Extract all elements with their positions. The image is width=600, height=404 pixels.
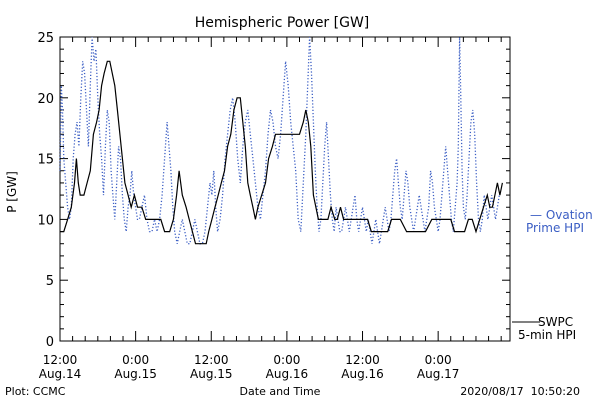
- x-tick-label-date: Aug.15: [190, 367, 233, 381]
- plot-frame: [59, 36, 511, 342]
- series-ovation-line: [59, 36, 500, 245]
- y-axis-label: P [GW]: [5, 171, 19, 213]
- series-layer: [59, 36, 503, 245]
- legend-ovation-line2: Prime HPI: [526, 221, 584, 235]
- x-tick-label-time: 12:00: [345, 353, 380, 367]
- x-tick-label-time: 0:00: [273, 353, 300, 367]
- legend-swpc-line1: SWPC: [538, 315, 573, 329]
- x-tick-label-date: Aug.17: [417, 367, 460, 381]
- x-axis: 12:00Aug.140:00Aug.1512:00Aug.150:00Aug.…: [39, 37, 502, 381]
- y-axis: 0 5 10 15 20 25: [37, 31, 510, 350]
- x-tick-label-date: Aug.14: [39, 367, 82, 381]
- y-tick-label: 0: [46, 335, 54, 350]
- legend: — Ovation Prime HPI SWPC 5-min HPI: [512, 208, 593, 342]
- x-tick-label-time: 12:00: [43, 353, 78, 367]
- y-tick-label: 15: [37, 153, 54, 168]
- chart-title: Hemispheric Power [GW]: [195, 15, 370, 31]
- footer-plot-source: Plot: CCMC: [5, 385, 66, 398]
- x-tick-label-time: 12:00: [194, 353, 229, 367]
- y-tick-label: 25: [37, 31, 54, 46]
- series-swpc-line: [60, 60, 503, 245]
- y-tick-label: 5: [46, 274, 54, 289]
- legend-ovation-line1: — Ovation: [530, 208, 593, 222]
- x-axis-label: Date and Time: [240, 385, 321, 398]
- x-tick-label-time: 0:00: [122, 353, 149, 367]
- x-tick-label-date: Aug.15: [114, 367, 157, 381]
- legend-swpc-line2: 5-min HPI: [518, 328, 576, 342]
- x-tick-label-date: Aug.16: [341, 367, 384, 381]
- y-tick-label: 10: [37, 213, 54, 228]
- y-tick-label: 20: [37, 92, 54, 107]
- footer-timestamp: 2020/08/17 10:50:20: [460, 385, 580, 398]
- x-tick-label-time: 0:00: [425, 353, 452, 367]
- x-tick-label-date: Aug.16: [266, 367, 309, 381]
